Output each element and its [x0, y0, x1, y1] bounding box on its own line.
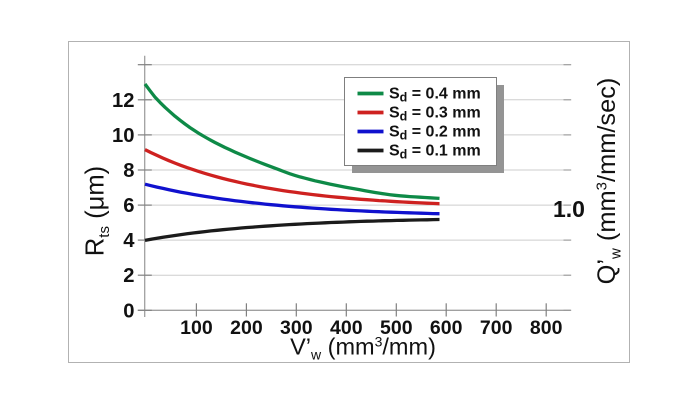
svg-text:0: 0	[123, 300, 134, 322]
svg-text:100: 100	[180, 317, 213, 339]
svg-text:10: 10	[112, 125, 134, 147]
svg-text:2: 2	[123, 265, 134, 287]
svg-text:500: 500	[380, 317, 413, 339]
svg-text:400: 400	[330, 317, 363, 339]
svg-text:V’w (mm3/mm): V’w (mm3/mm)	[290, 334, 436, 363]
svg-text:Sd = 0.4 mm: Sd = 0.4 mm	[389, 85, 481, 104]
svg-text:200: 200	[230, 317, 263, 339]
svg-text:700: 700	[480, 317, 513, 339]
svg-text:8: 8	[123, 160, 134, 182]
svg-text:12: 12	[112, 90, 134, 112]
svg-text:Sd = 0.3 mm: Sd = 0.3 mm	[389, 104, 481, 123]
svg-text:Sd = 0.1 mm: Sd = 0.1 mm	[389, 142, 481, 161]
svg-text:300: 300	[280, 317, 313, 339]
svg-text:6: 6	[123, 195, 134, 217]
svg-text:1.0: 1.0	[553, 196, 585, 222]
svg-text:Rts (μm): Rts (μm)	[82, 166, 114, 256]
svg-text:600: 600	[430, 317, 463, 339]
svg-text:4: 4	[123, 230, 135, 252]
svg-text:Sd = 0.2 mm: Sd = 0.2 mm	[389, 123, 481, 142]
svg-text:Q’w (mm3/mm/sec): Q’w (mm3/mm/sec)	[593, 78, 625, 285]
svg-text:800: 800	[530, 317, 563, 339]
